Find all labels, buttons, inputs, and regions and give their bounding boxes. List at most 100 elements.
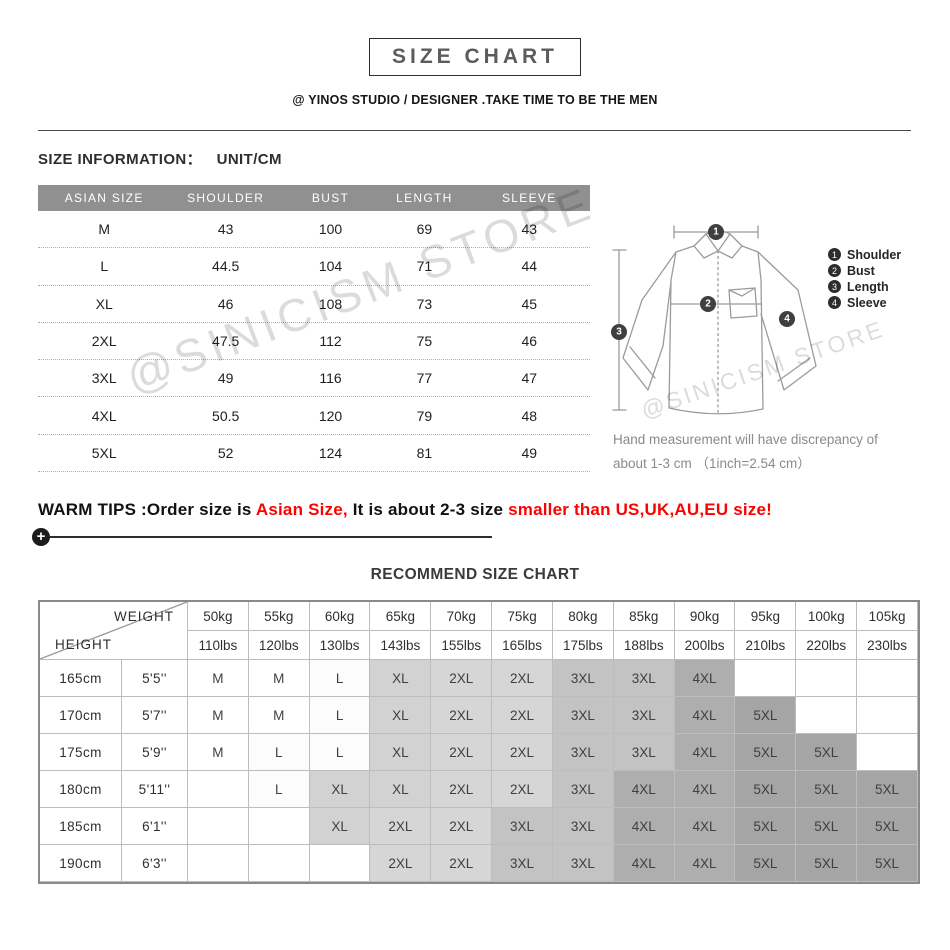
- legend-number-badge: 1: [828, 248, 841, 262]
- height-cm-cell: 185cm: [40, 808, 122, 845]
- size-info-table: ASIAN SIZE SHOULDER BUST LENGTH SLEEVE M 43 10…: [38, 185, 590, 473]
- size-info-cell: 44.5: [212, 258, 240, 275]
- recommend-size-cell: [857, 734, 918, 771]
- size-info-cell: 52: [217, 444, 234, 461]
- size-info-cell: 46: [521, 333, 538, 350]
- tips-underline: [50, 536, 492, 538]
- recommend-size-cell: 3XL: [552, 771, 614, 808]
- recommend-size-cell: M: [188, 660, 249, 697]
- recommend-size-cell: 2XL: [370, 845, 432, 882]
- weight-kg-cell: 70kg: [431, 602, 493, 631]
- legend-item: 4 Sleeve: [828, 296, 901, 310]
- svg-text:4: 4: [784, 314, 790, 325]
- marker-bust: 2: [700, 296, 716, 312]
- weight-lbs-cell: 220lbs: [796, 631, 858, 660]
- weight-lbs-cell: 155lbs: [431, 631, 493, 660]
- recommend-size-cell: 5XL: [735, 808, 797, 845]
- size-info-cell: 120: [318, 407, 343, 424]
- recommend-size-cell: [188, 771, 249, 808]
- size-info-cell: 43: [217, 221, 234, 238]
- recommend-size-cell: 2XL: [431, 845, 493, 882]
- recommend-size-cell: 5XL: [857, 808, 918, 845]
- size-info-cell: 49: [217, 370, 234, 387]
- shirt-left-sleeve: [622, 251, 677, 391]
- recommend-size-cell: 2XL: [431, 808, 493, 845]
- size-info-cell: 5XL: [91, 444, 117, 461]
- recommend-grid: WEIGHT HEIGHT 50kg 55kg 60kg 65kg 70kg 75kg 80kg…: [38, 600, 920, 884]
- size-info-heading: SIZE INFORMATION： UNIT/CM: [38, 148, 282, 169]
- size-info-cell: 50.5: [212, 407, 240, 424]
- recommend-size-cell: 2XL: [492, 697, 553, 734]
- size-info-cell: XL: [95, 295, 113, 312]
- recommend-size-cell: XL: [370, 697, 432, 734]
- recommend-size-cell: 4XL: [674, 771, 736, 808]
- recommend-size-cell: 3XL: [552, 660, 614, 697]
- recommend-size-cell: [248, 808, 310, 845]
- height-ft-cell: 5'5'': [122, 660, 188, 697]
- weight-lbs-cell: 175lbs: [552, 631, 614, 660]
- warm-tips-segment: smaller than US,UK,AU,EU size!: [508, 500, 773, 519]
- recommend-size-cell: 3XL: [492, 845, 553, 882]
- corner-weight-label: WEIGHT: [114, 609, 174, 624]
- top-divider: [38, 130, 911, 131]
- weight-kg-cell: 65kg: [370, 602, 432, 631]
- recommend-size-cell: 5XL: [735, 697, 797, 734]
- corner-height-label: HEIGHT: [55, 637, 113, 652]
- page-subtitle: @ YINOS STUDIO / DESIGNER .TAKE TIME TO …: [292, 93, 658, 107]
- weight-kg-cell: 75kg: [492, 602, 553, 631]
- size-info-row: 5XL 52 124 81 49: [38, 435, 590, 473]
- height-ft-cell: 6'1'': [122, 808, 188, 845]
- weight-lbs-cell: 200lbs: [674, 631, 736, 660]
- size-info-cell: 44: [521, 258, 538, 275]
- recommend-size-cell: [796, 660, 858, 697]
- size-info-cell: 69: [416, 221, 433, 238]
- size-info-cell: 46: [217, 295, 234, 312]
- diagram-legend: 1 Shoulder 2 Bust 3 Length 4 Sleeve: [828, 248, 901, 310]
- legend-item: 3 Length: [828, 280, 901, 294]
- recommend-size-cell: 3XL: [613, 697, 675, 734]
- size-info-cell: 116: [319, 370, 342, 387]
- recommend-size-cell: M: [188, 697, 249, 734]
- recommend-size-cell: 4XL: [674, 808, 736, 845]
- recommend-size-cell: 2XL: [431, 697, 493, 734]
- weight-kg-cell: 50kg: [188, 602, 249, 631]
- size-info-cell: 48: [521, 407, 538, 424]
- marker-length: 3: [611, 324, 627, 340]
- recommend-size-cell: [857, 697, 918, 734]
- warm-tips-segment: It is about 2-3 size: [347, 500, 509, 519]
- legend-label: Sleeve: [847, 295, 887, 310]
- legend-label: Length: [847, 279, 889, 294]
- size-info-row: 2XL 47.5 112 75 46: [38, 323, 590, 361]
- size-info-cell: 49: [521, 444, 538, 461]
- recommend-size-cell: M: [248, 697, 310, 734]
- recommend-size-cell: 4XL: [674, 734, 736, 771]
- shirt-body: [668, 245, 764, 415]
- height-cm-cell: 165cm: [40, 660, 122, 697]
- legend-label: Shoulder: [847, 247, 902, 262]
- recommend-size-cell: 2XL: [431, 660, 493, 697]
- recommend-size-cell: 5XL: [735, 771, 797, 808]
- legend-number-badge: 2: [828, 264, 841, 278]
- recommend-size-cell: L: [309, 697, 371, 734]
- size-info-cell: 73: [416, 295, 433, 312]
- size-info-cell: 100: [318, 221, 343, 238]
- weight-lbs-cell: 230lbs: [857, 631, 918, 660]
- measurement-note: Hand measurement will have discrepancy o…: [613, 428, 878, 475]
- recommend-size-cell: 3XL: [492, 808, 553, 845]
- size-info-column-header: SHOULDER: [187, 191, 265, 205]
- weight-kg-cell: 95kg: [735, 602, 797, 631]
- size-info-cell: 45: [521, 295, 538, 312]
- weight-kg-cell: 85kg: [613, 602, 675, 631]
- height-ft-cell: 5'11'': [122, 771, 188, 808]
- size-info-column-header: BUST: [311, 191, 350, 205]
- recommend-size-cell: 4XL: [674, 697, 736, 734]
- size-info-cell: 4XL: [91, 407, 117, 424]
- weight-lbs-cell: 188lbs: [613, 631, 675, 660]
- recommend-size-cell: 4XL: [613, 808, 675, 845]
- weight-kg-cell: 100kg: [796, 602, 858, 631]
- recommend-size-cell: 3XL: [552, 845, 614, 882]
- recommend-size-cell: 2XL: [492, 771, 553, 808]
- size-info-cell: 77: [416, 370, 433, 387]
- size-info-cell: 104: [318, 258, 343, 275]
